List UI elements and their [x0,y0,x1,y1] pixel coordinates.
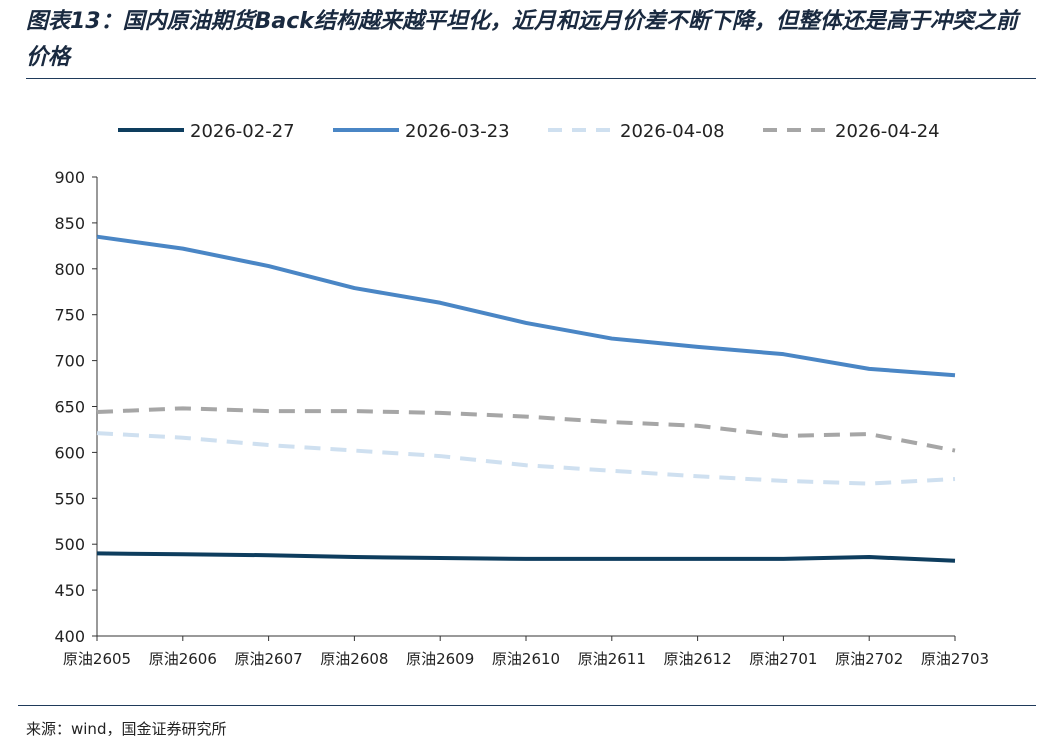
x-tick-label: 原油2608 [320,650,388,668]
series-line-2026-03-23 [96,234,956,378]
y-tick-label: 550 [54,489,85,508]
legend-label: 2026-03-23 [405,121,510,142]
y-tick-label: 500 [54,535,85,554]
x-tick-label: 原油2610 [492,650,560,668]
x-tick-label: 原油2701 [749,650,817,668]
x-tick-label: 原油2702 [835,650,903,668]
legend-label: 2026-02-27 [190,121,295,142]
x-tick-label: 原油2611 [578,650,646,668]
source-note: 来源：wind，国金证券研究所 [26,720,227,738]
series-line-2026-04-08 [96,431,956,486]
chart-title: 图表13：国内原油期货Back结构越来越平坦化，近月和远月价差不断下降，但整体还… [26,9,1018,70]
x-tick-label: 原油2607 [235,650,303,668]
y-tick-label: 400 [54,627,85,646]
x-tick-label: 原油2606 [149,650,217,668]
series-line-2026-02-27 [96,551,956,563]
x-tick-label: 原油2605 [63,650,131,668]
legend-label: 2026-04-24 [835,121,940,142]
x-tick-label: 原油2703 [921,650,989,668]
x-tick-label: 原油2612 [664,650,732,668]
y-tick-label: 600 [54,443,85,462]
legend-label: 2026-04-08 [620,121,725,142]
y-tick-label: 650 [54,398,85,417]
y-tick-label: 750 [54,306,85,325]
x-tick-label: 原油2609 [406,650,474,668]
y-tick-label: 900 [54,168,85,187]
y-tick-label: 700 [54,352,85,371]
source-divider [18,705,1036,706]
y-tick-label: 800 [54,260,85,279]
y-tick-label: 450 [54,581,85,600]
y-tick-label: 850 [54,214,85,233]
title-divider [26,78,1036,79]
series-line-2026-04-24 [96,406,956,453]
